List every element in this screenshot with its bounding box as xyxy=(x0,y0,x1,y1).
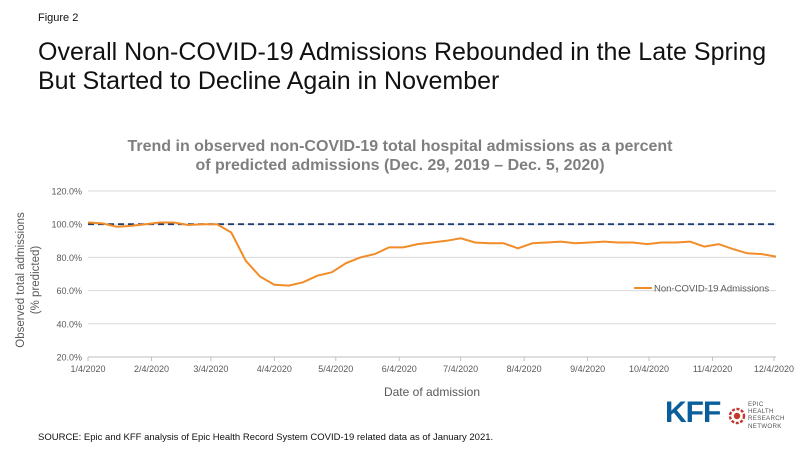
chart-title-line-2: of predicted admissions (Dec. 29, 2019 –… xyxy=(195,157,605,174)
gridlines xyxy=(88,190,776,325)
epic-logo-line-2: HEALTH xyxy=(748,408,774,416)
series-points xyxy=(87,222,777,287)
y-axis-title-line-2: (% predicted) xyxy=(30,246,42,315)
y-tick-label: 60.0% xyxy=(56,286,82,296)
x-tick-label: 11/4/2020 xyxy=(693,364,732,374)
x-axis-title: Date of admission xyxy=(384,385,480,399)
headline-line-2: But Started to Decline Again in November xyxy=(38,67,500,95)
x-tick-label: 7/4/2020 xyxy=(443,364,478,374)
y-tick-label: 80.0% xyxy=(56,253,82,263)
x-tick-label: 6/4/2020 xyxy=(382,364,417,374)
x-tick-label: 3/4/2020 xyxy=(193,364,228,374)
chart-title-line-1: Trend in observed non-COVID-19 total hos… xyxy=(127,138,673,155)
headline: Overall Non-COVID-19 Admissions Rebounde… xyxy=(38,38,778,96)
legend-label: Non-COVID-19 Admissions xyxy=(654,284,769,295)
headline-line-1: Overall Non-COVID-19 Admissions Rebounde… xyxy=(38,38,767,66)
epic-logo-line-4: NETWORK xyxy=(748,422,782,430)
y-axis-title: Observed total admissions (% predicted) xyxy=(15,212,42,348)
x-tick-label: 12/4/2020 xyxy=(754,364,794,374)
y-axis-title-line-1: Observed total admissions xyxy=(15,212,27,348)
legend: Non-COVID-19 Admissions xyxy=(634,284,769,295)
y-tick-label: 120.0% xyxy=(51,187,82,197)
epic-logo-line-3: RESEARCH xyxy=(748,415,785,423)
x-tick-label: 1/4/2020 xyxy=(70,364,105,374)
y-tick-label: 40.0% xyxy=(56,319,82,329)
epic-gear-icon xyxy=(728,407,746,425)
epic-logo-line-1: EPIC xyxy=(748,401,764,408)
y-tick-label: 100.0% xyxy=(51,220,82,230)
figure-label: Figure 2 xyxy=(38,12,79,24)
epic-research-logo: EPIC HEALTH RESEARCH NETWORK xyxy=(728,401,790,437)
x-tick-label: 9/4/2020 xyxy=(570,364,605,374)
series-line-non-covid xyxy=(87,221,777,287)
source-note: SOURCE: Epic and KFF analysis of Epic He… xyxy=(38,432,494,443)
epic-logo-text: EPIC HEALTH RESEARCH NETWORK xyxy=(748,401,785,430)
axes: 20.0% 40.0% 60.0% 80.0% 100.0% 120.0% 1/4/2020… xyxy=(51,187,794,375)
x-tick-label: 5/4/2020 xyxy=(318,364,353,374)
kff-logo: KFF xyxy=(665,396,721,429)
y-tick-label: 20.0% xyxy=(56,353,82,363)
x-tick-label: 10/4/2020 xyxy=(629,364,669,374)
x-tick-label: 8/4/2020 xyxy=(507,364,542,374)
x-tick-label: 2/4/2020 xyxy=(134,364,169,374)
chart-title: Trend in observed non-COVID-19 total hos… xyxy=(60,137,740,175)
x-tick-label: 4/4/2020 xyxy=(257,364,292,374)
